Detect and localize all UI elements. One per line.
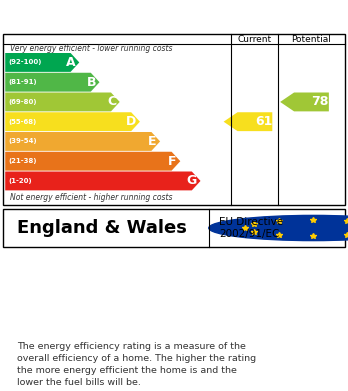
Polygon shape — [5, 172, 200, 190]
Text: F: F — [168, 155, 177, 168]
Text: G: G — [187, 174, 197, 187]
Text: 78: 78 — [311, 95, 329, 108]
Text: (55-68): (55-68) — [9, 119, 37, 125]
Text: 61: 61 — [255, 115, 272, 128]
Polygon shape — [5, 152, 180, 170]
Text: (69-80): (69-80) — [9, 99, 37, 105]
Text: (81-91): (81-91) — [9, 79, 37, 85]
Polygon shape — [5, 93, 120, 111]
Text: B: B — [87, 76, 96, 89]
Text: E: E — [148, 135, 157, 148]
Polygon shape — [280, 93, 329, 111]
Text: (21-38): (21-38) — [9, 158, 37, 164]
Circle shape — [209, 215, 348, 240]
Polygon shape — [5, 112, 140, 131]
Text: Current: Current — [238, 34, 272, 43]
Polygon shape — [223, 112, 272, 131]
Text: Very energy efficient - lower running costs: Very energy efficient - lower running co… — [10, 44, 173, 53]
Polygon shape — [5, 73, 100, 91]
Text: (39-54): (39-54) — [9, 138, 37, 144]
Text: D: D — [126, 115, 136, 128]
Text: Energy Efficiency Rating: Energy Efficiency Rating — [50, 7, 298, 25]
Text: Not energy efficient - higher running costs: Not energy efficient - higher running co… — [10, 193, 173, 202]
Polygon shape — [5, 53, 79, 72]
Text: (92-100): (92-100) — [9, 59, 42, 65]
Text: (1-20): (1-20) — [9, 178, 32, 184]
Text: A: A — [66, 56, 76, 69]
Text: England & Wales: England & Wales — [17, 219, 187, 237]
Text: The energy efficiency rating is a measure of the
overall efficiency of a home. T: The energy efficiency rating is a measur… — [17, 342, 256, 387]
Polygon shape — [5, 132, 160, 151]
Text: EU Directive
2002/91/EC: EU Directive 2002/91/EC — [219, 217, 283, 239]
Text: Potential: Potential — [292, 34, 331, 43]
Text: C: C — [107, 95, 116, 108]
